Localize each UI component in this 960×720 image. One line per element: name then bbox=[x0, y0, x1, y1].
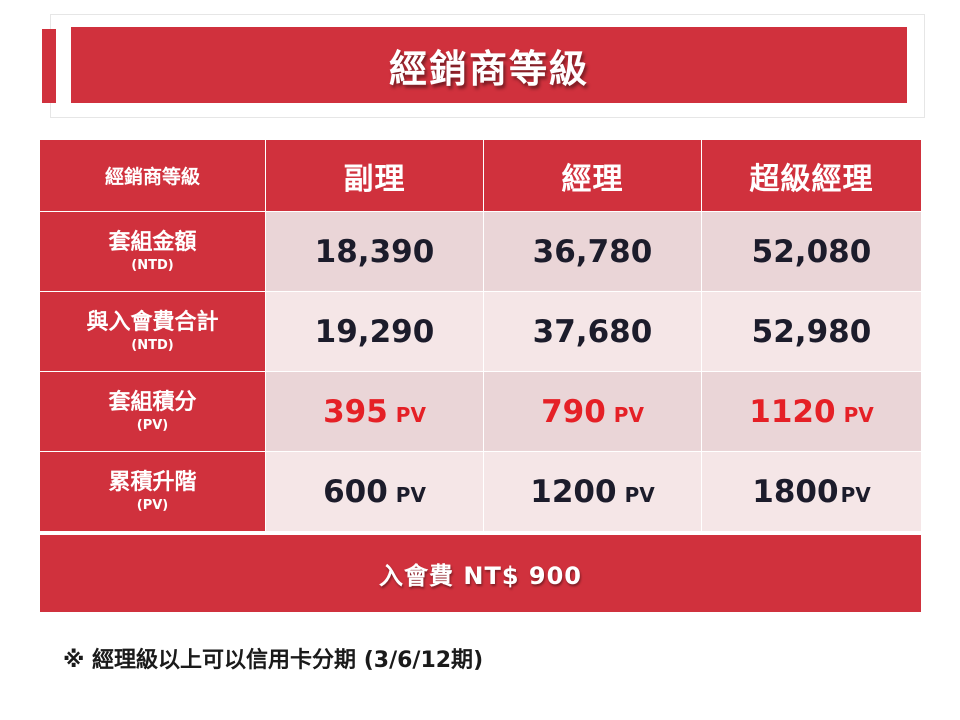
points-unit: PV bbox=[843, 402, 874, 427]
points-value: 790 PV bbox=[541, 394, 644, 430]
value-cell: 52,080 bbox=[702, 212, 921, 291]
row-label-unit: (NTD) bbox=[131, 257, 174, 273]
header-label-cell: 經銷商等級 bbox=[40, 140, 266, 211]
page-title: 經銷商等級 bbox=[388, 46, 589, 91]
table-row-package-amount: 套組金額 (NTD) 18,390 36,780 52,080 bbox=[40, 212, 921, 292]
membership-fee-banner: 入會費 NT$ 900 bbox=[40, 535, 921, 612]
points-number: 1200 bbox=[530, 473, 617, 510]
row-label-unit: (NTD) bbox=[131, 337, 174, 353]
points-unit: PV bbox=[840, 482, 871, 507]
amount-value: 36,780 bbox=[532, 233, 653, 270]
table-row-package-points: 套組積分 (PV) 395 PV 790 PV 1120 PV bbox=[40, 372, 921, 452]
points-unit: PV bbox=[395, 482, 426, 507]
value-cell: 52,980 bbox=[702, 292, 921, 371]
value-cell: 1800 PV bbox=[702, 452, 921, 531]
value-cell: 600 PV bbox=[266, 452, 484, 531]
header-label: 經銷商等級 bbox=[104, 166, 200, 188]
points-number: 790 bbox=[541, 393, 606, 430]
membership-fee-text: 入會費 NT$ 900 bbox=[379, 562, 582, 590]
value-cell: 37,680 bbox=[484, 292, 702, 371]
row-label-cell: 累積升階 (PV) bbox=[40, 452, 266, 531]
points-value: 395 PV bbox=[323, 394, 426, 430]
amount-value: 37,680 bbox=[532, 313, 653, 350]
row-label-cell: 套組積分 (PV) bbox=[40, 372, 266, 451]
header-level-assistant-manager: 副理 bbox=[266, 140, 484, 211]
row-label: 與入會費合計 bbox=[86, 309, 219, 335]
title-banner: 經銷商等級 bbox=[71, 27, 907, 103]
points-value: 1800 PV bbox=[752, 474, 870, 510]
points-value: 1200 PV bbox=[530, 474, 654, 510]
table-row-cumulative-promotion: 累積升階 (PV) 600 PV 1200 PV 1800 PV bbox=[40, 452, 921, 532]
row-label: 套組積分 bbox=[108, 389, 197, 415]
header-level-super-manager: 超級經理 bbox=[702, 140, 921, 211]
table-header-row: 經銷商等級 副理 經理 超級經理 bbox=[40, 140, 921, 212]
installment-note: ※ 經理級以上可以信用卡分期 (3/6/12期) bbox=[63, 648, 484, 673]
points-value: 600 PV bbox=[323, 474, 426, 510]
row-label-unit: (PV) bbox=[136, 497, 169, 513]
points-unit: PV bbox=[624, 482, 655, 507]
table-row-total-with-fee: 與入會費合計 (NTD) 19,290 37,680 52,980 bbox=[40, 292, 921, 372]
row-label-cell: 套組金額 (NTD) bbox=[40, 212, 266, 291]
amount-value: 52,080 bbox=[751, 233, 872, 270]
value-cell: 395 PV bbox=[266, 372, 484, 451]
points-number: 395 bbox=[323, 393, 388, 430]
row-label-unit: (PV) bbox=[136, 417, 169, 433]
row-label: 累積升階 bbox=[108, 469, 197, 495]
value-cell: 18,390 bbox=[266, 212, 484, 291]
value-cell: 790 PV bbox=[484, 372, 702, 451]
level-name: 超級經理 bbox=[749, 161, 874, 197]
points-value: 1120 PV bbox=[749, 394, 873, 430]
value-cell: 1120 PV bbox=[702, 372, 921, 451]
points-unit: PV bbox=[395, 402, 426, 427]
row-label: 套組金額 bbox=[108, 229, 197, 255]
amount-value: 18,390 bbox=[314, 233, 435, 270]
points-number: 1800 bbox=[752, 473, 839, 510]
distributor-level-table: 經銷商等級 副理 經理 超級經理 套組金額 (NTD) 18,390 36,78… bbox=[40, 140, 921, 532]
amount-value: 52,980 bbox=[751, 313, 872, 350]
level-name: 副理 bbox=[343, 161, 406, 197]
value-cell: 36,780 bbox=[484, 212, 702, 291]
header-level-manager: 經理 bbox=[484, 140, 702, 211]
points-unit: PV bbox=[613, 402, 644, 427]
points-number: 600 bbox=[323, 473, 388, 510]
value-cell: 1200 PV bbox=[484, 452, 702, 531]
title-accent-bar bbox=[42, 29, 56, 103]
row-label-cell: 與入會費合計 (NTD) bbox=[40, 292, 266, 371]
amount-value: 19,290 bbox=[314, 313, 435, 350]
points-number: 1120 bbox=[749, 393, 836, 430]
level-name: 經理 bbox=[561, 161, 624, 197]
value-cell: 19,290 bbox=[266, 292, 484, 371]
